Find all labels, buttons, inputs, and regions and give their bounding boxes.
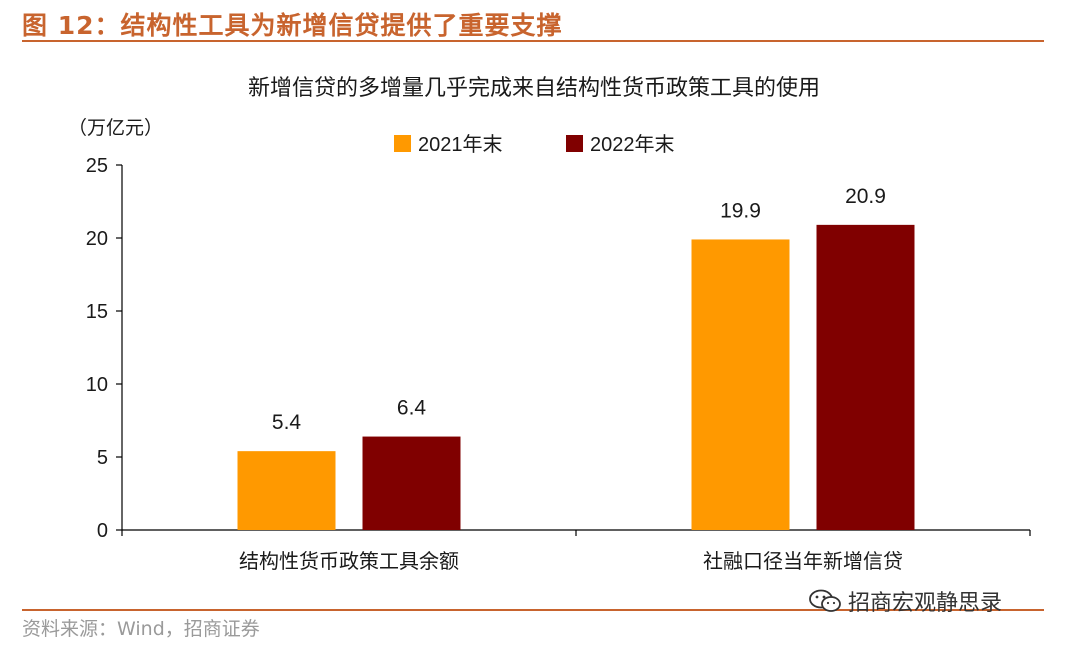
wechat-icon (809, 589, 841, 612)
bar (816, 224, 915, 531)
footer-divider (22, 609, 1044, 611)
legend-swatch-2021 (394, 135, 411, 152)
data-label: 19.9 (720, 199, 761, 222)
legend-label-2021: 2021年末 (418, 133, 503, 156)
bar (691, 239, 790, 530)
y-tick-label: 5 (97, 447, 108, 469)
watermark-text: 招商宏观静思录 (848, 591, 1003, 616)
y-tick-label: 25 (86, 155, 108, 177)
bar-chart: 新增信贷的多增量几乎完成来自结构性货币政策工具的使用 （万亿元） 2021年末 … (68, 76, 1031, 573)
chart-title: 新增信贷的多增量几乎完成来自结构性货币政策工具的使用 (248, 76, 820, 101)
y-axis-unit-label: （万亿元） (68, 117, 163, 139)
y-tick-label: 20 (86, 228, 108, 250)
title-divider (22, 40, 1044, 42)
data-label: 20.9 (845, 185, 886, 208)
category-labels: 结构性货币政策工具余额 社融口径当年新增信贷 (239, 549, 903, 573)
y-tick-label: 15 (86, 301, 108, 323)
legend: 2021年末 2022年末 (394, 133, 675, 156)
y-tick-label: 0 (97, 520, 108, 542)
source-note: 资料来源：Wind，招商证券 (22, 618, 260, 640)
data-labels: 5.4 6.4 19.9 20.9 (272, 185, 886, 434)
data-label: 6.4 (397, 397, 427, 420)
bars (237, 224, 915, 531)
category-label: 社融口径当年新增信贷 (703, 549, 903, 573)
data-label: 5.4 (272, 411, 302, 434)
bar (237, 451, 336, 530)
figure-title: 图 12：结构性工具为新增信贷提供了重要支撑 (22, 11, 563, 40)
legend-swatch-2022 (566, 135, 583, 152)
bar (362, 436, 461, 530)
legend-label-2022: 2022年末 (590, 133, 675, 156)
y-tick-label: 10 (86, 374, 108, 396)
watermark: 招商宏观静思录 (808, 585, 1002, 617)
category-label: 结构性货币政策工具余额 (239, 549, 459, 573)
